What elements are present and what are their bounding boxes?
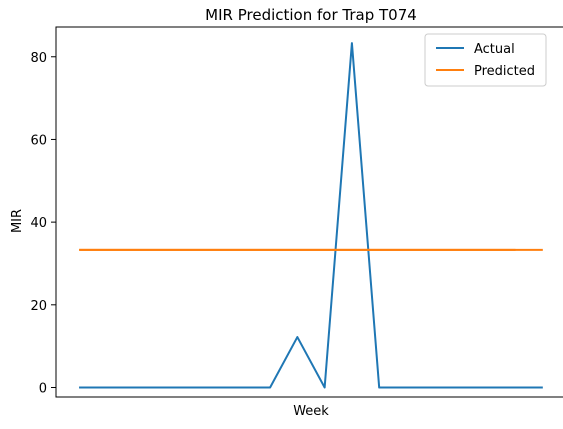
- y-tick-label: 40: [30, 216, 47, 231]
- legend-label-predicted: Predicted: [474, 64, 535, 79]
- x-axis-label: Week: [293, 404, 329, 419]
- legend-label-actual: Actual: [474, 42, 515, 57]
- legend: Actual Predicted: [424, 33, 547, 87]
- y-tick-label: 20: [30, 299, 47, 314]
- plot-lines: [79, 42, 543, 389]
- y-tick-label: 60: [30, 133, 47, 148]
- series-line-actual: [79, 42, 543, 389]
- axes-frame: [55, 26, 563, 398]
- y-axis-ticks: 0 20 40 60 80: [30, 51, 56, 396]
- chart-title: MIR Prediction for Trap T074: [205, 6, 417, 24]
- y-tick-label: 0: [39, 381, 47, 396]
- y-tick-label: 80: [30, 51, 47, 66]
- y-axis-label: MIR: [10, 209, 25, 233]
